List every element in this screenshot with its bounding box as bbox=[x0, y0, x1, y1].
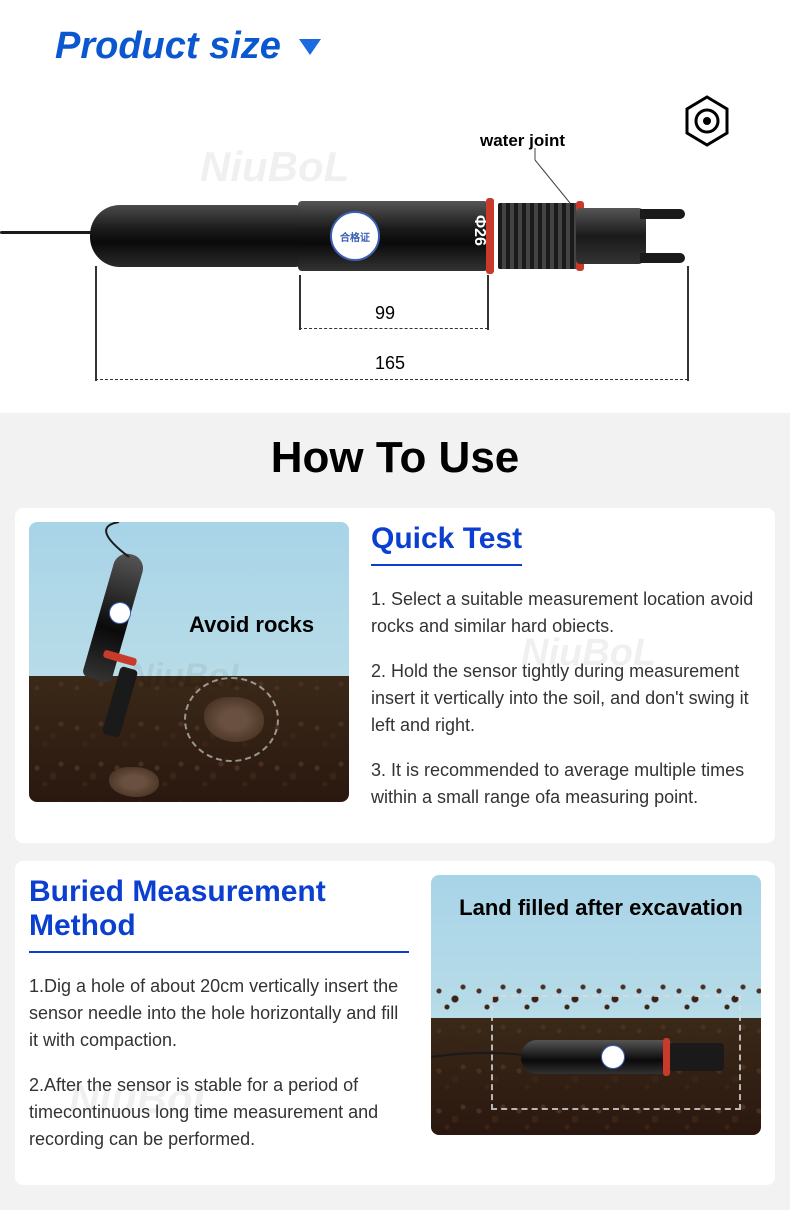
sensor-body-rear bbox=[90, 205, 300, 267]
mini-cert-h bbox=[601, 1045, 625, 1069]
dim-tick bbox=[299, 275, 301, 330]
section-title: Product size bbox=[55, 25, 281, 68]
sensor-tip bbox=[576, 208, 646, 264]
diameter-label: Φ26 bbox=[470, 215, 488, 246]
sensor-body-mid bbox=[298, 201, 488, 271]
cert-sticker: 合格证 bbox=[330, 211, 380, 261]
sensor-prong-top bbox=[640, 209, 685, 219]
buried-step2: 2.After the sensor is stable for a perio… bbox=[29, 1072, 409, 1153]
mini-sensor-tip-h bbox=[669, 1043, 724, 1071]
hex-nut-icon bbox=[679, 93, 735, 149]
buried-method-title: Buried Measurement Method bbox=[29, 875, 409, 953]
dim-line-99 bbox=[299, 328, 488, 329]
sensor-threads bbox=[498, 203, 578, 269]
buried-method-card: Buried Measurement Method 1.Dig a hole o… bbox=[15, 861, 775, 1185]
quick-test-step2: 2. Hold the sensor tightly during measur… bbox=[371, 658, 761, 739]
quick-test-title: Quick Test bbox=[371, 522, 522, 566]
mini-cable bbox=[59, 522, 149, 577]
buried-method-text: Buried Measurement Method 1.Dig a hole o… bbox=[29, 875, 409, 1171]
quick-test-text: Quick Test 1. Select a suitable measurem… bbox=[371, 522, 761, 829]
buried-step1: 1.Dig a hole of about 20cm vertically in… bbox=[29, 973, 409, 1054]
mini-sensor-horizontal bbox=[521, 1040, 671, 1074]
dim-tick bbox=[687, 266, 689, 381]
buried-method-image: Land filled after excavation bbox=[431, 875, 761, 1135]
avoid-rocks-label: Avoid rocks bbox=[189, 612, 314, 638]
sensor-cable bbox=[0, 231, 95, 234]
quick-test-step3: 3. It is recommended to average multiple… bbox=[371, 757, 761, 811]
quick-test-image: Avoid rocks NiuBoL bbox=[29, 522, 349, 802]
product-size-header: Product size bbox=[0, 0, 790, 83]
mini-o-ring-h bbox=[663, 1038, 670, 1076]
product-diagram: NiuBoL water joint 合格证 Φ26 99 165 bbox=[0, 83, 790, 413]
quick-test-card: Avoid rocks NiuBoL Quick Test 1. Select … bbox=[15, 508, 775, 843]
how-to-use-title: How To Use bbox=[15, 433, 775, 483]
dim-tick bbox=[487, 275, 489, 330]
dim-label-165: 165 bbox=[375, 353, 405, 374]
watermark: NiuBoL bbox=[200, 143, 349, 191]
dotted-circle bbox=[184, 677, 279, 762]
dim-line-165 bbox=[95, 379, 688, 380]
mini-cable-h bbox=[431, 1035, 526, 1065]
dim-label-99: 99 bbox=[375, 303, 395, 324]
triangle-down-icon bbox=[299, 39, 321, 55]
how-to-use-section: How To Use Avoid rocks NiuBoL Quick Test… bbox=[0, 413, 790, 1210]
sensor-prong-bottom bbox=[640, 253, 685, 263]
land-filled-label: Land filled after excavation bbox=[451, 895, 751, 921]
dim-tick bbox=[95, 266, 97, 381]
quick-test-step1: 1. Select a suitable measurement locatio… bbox=[371, 586, 761, 640]
leader-line bbox=[490, 148, 610, 208]
